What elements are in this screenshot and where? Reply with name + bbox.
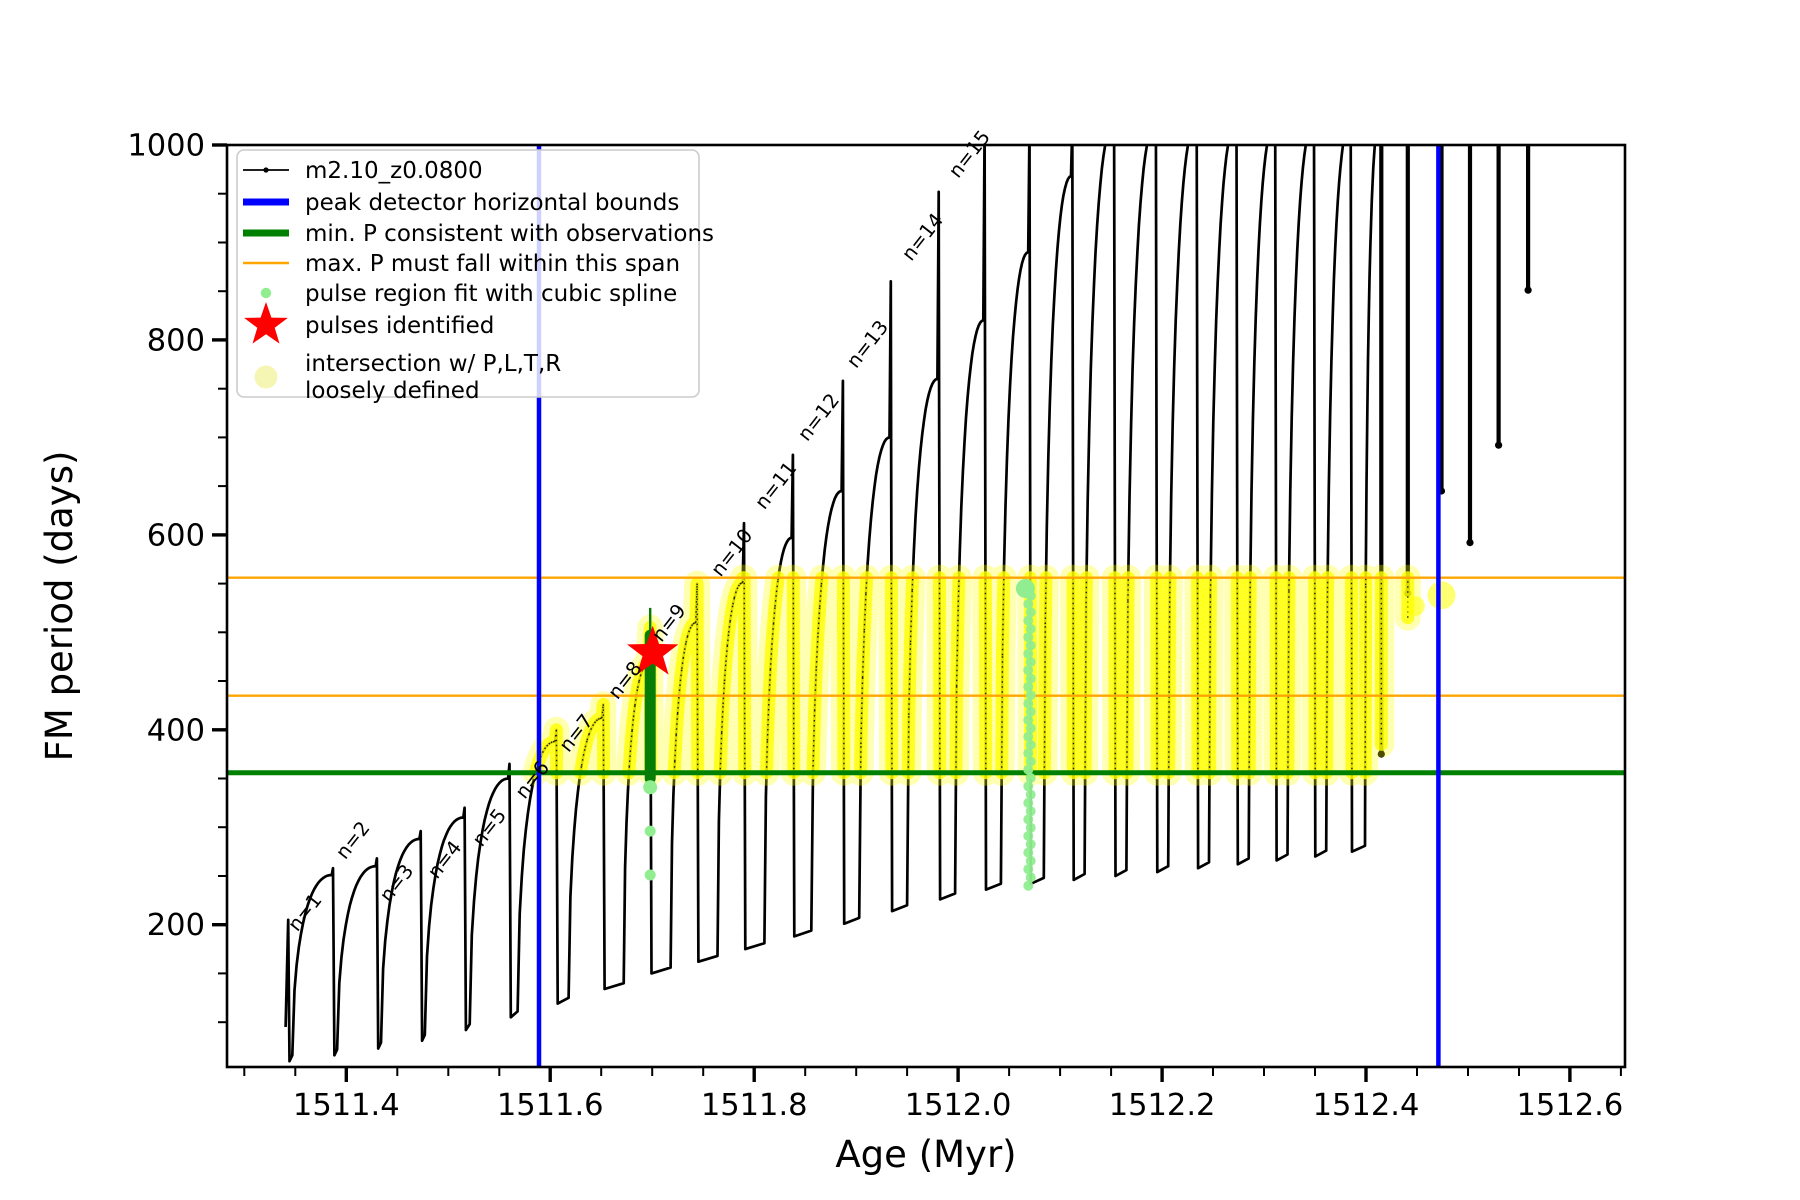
y-axis-title: FM period (days) xyxy=(38,451,81,762)
intersection-blob xyxy=(1427,581,1456,610)
intersection-blob xyxy=(1404,596,1425,616)
legend-item-label: min. P consistent with observations xyxy=(305,221,714,247)
x-tick-label: 1512.2 xyxy=(1109,1088,1216,1123)
series-m2.10_z0.0800 xyxy=(284,145,1532,1063)
legend-intersection-dot-icon xyxy=(254,365,278,389)
legend-spline-dot-icon xyxy=(260,287,272,299)
legend-box xyxy=(236,149,700,398)
curve-endpoint-dot xyxy=(1377,750,1385,758)
intersection-markers xyxy=(522,564,1456,786)
legend-item-label: pulse region fit with cubic spline xyxy=(305,281,677,307)
legend-item-label: pulses identified xyxy=(305,313,494,339)
y-tick-label: 200 xyxy=(147,908,205,943)
y-tick-label: 800 xyxy=(147,323,205,358)
curve-endpoint-dot xyxy=(1495,441,1503,449)
y-tick-label: 1000 xyxy=(127,129,205,164)
legend-series-dot-icon xyxy=(263,167,269,173)
x-tick-label: 1511.4 xyxy=(293,1088,400,1123)
y-tick-label: 400 xyxy=(147,713,205,748)
x-tick-label: 1511.6 xyxy=(497,1088,604,1123)
legend-item-label: peak detector horizontal bounds xyxy=(305,190,679,216)
curve-endpoint-dot xyxy=(1466,539,1474,547)
axes-spines xyxy=(225,143,1627,1069)
legend-item-label: max. P must fall within this span xyxy=(305,251,680,277)
fm-period-curve xyxy=(284,145,1377,1063)
legend-item-label: intersection w/ P,L,T,R xyxy=(305,351,561,377)
x-axis-title: Age (Myr) xyxy=(835,1133,1016,1176)
legend-item-label-line2: loosely defined xyxy=(305,378,480,404)
y-tick-label: 600 xyxy=(147,518,205,553)
legend-star-icon xyxy=(244,302,288,344)
pulse-identified-star xyxy=(627,625,679,675)
curve-endpoint-dot xyxy=(1524,286,1532,294)
x-tick-label: 1512.6 xyxy=(1517,1088,1624,1123)
fm-period-curve-clipped-spikes xyxy=(1379,145,1531,755)
x-tick-label: 1512.4 xyxy=(1313,1088,1420,1123)
legend-item-label: m2.10_z0.0800 xyxy=(305,158,483,184)
x-tick-label: 1511.8 xyxy=(701,1088,808,1123)
x-tick-label: 1512.0 xyxy=(905,1088,1012,1123)
